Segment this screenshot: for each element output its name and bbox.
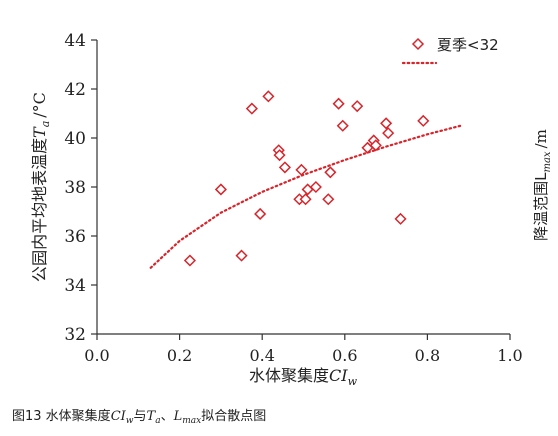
data-point-diamond xyxy=(332,97,345,110)
caption-connector-2: 、 xyxy=(161,409,174,424)
caption-subscript-1: w xyxy=(126,416,134,426)
x-axis-title-subscript: w xyxy=(348,375,358,388)
data-points xyxy=(183,90,430,267)
data-point-diamond xyxy=(336,119,349,132)
data-point-diamond xyxy=(417,114,430,127)
data-point-diamond xyxy=(299,193,312,206)
axes xyxy=(96,40,510,335)
right-axis-title: 降温范围Lmax/m xyxy=(532,129,553,241)
y-axis-title-symbol: T xyxy=(30,126,49,138)
x-tick-label: 0.2 xyxy=(167,346,192,365)
data-point-diamond xyxy=(214,183,227,196)
caption-subscript-3: max xyxy=(182,416,201,426)
data-point-diamond xyxy=(273,149,286,162)
caption-subscript-2: a xyxy=(155,416,160,426)
data-point-diamond xyxy=(351,100,364,113)
x-axis-title-symbol: CI xyxy=(329,366,348,385)
y-tick-label: 36 xyxy=(64,227,86,247)
x-tick-label: 0.6 xyxy=(332,346,357,365)
x-axis-title-main: 水体聚集度 xyxy=(249,366,329,385)
right-axis-title-subscript: max xyxy=(542,151,553,172)
y-tick-label: 38 xyxy=(64,178,86,198)
x-axis-title: 水体聚集度CIw xyxy=(249,366,358,388)
y-tick-label: 34 xyxy=(64,276,86,296)
legend: 夏季<32 xyxy=(401,36,499,65)
legend-diamond-marker xyxy=(411,37,425,51)
y-axis-title-unit: /°C xyxy=(30,92,49,118)
y-axis-title: 公园内平均地表温度Ta /°C xyxy=(30,92,52,282)
x-tick-label: 0.4 xyxy=(249,346,274,365)
data-point-diamond xyxy=(324,166,337,179)
data-point-diamond xyxy=(245,102,258,115)
caption-symbol-1: CI xyxy=(111,409,127,424)
caption-prefix: 图13 水体聚集度 xyxy=(12,408,111,424)
right-axis-title-main: 降温范围L xyxy=(532,172,550,241)
data-point-diamond xyxy=(262,90,275,103)
right-axis-title-unit: /m xyxy=(532,129,550,148)
trendline xyxy=(149,124,462,269)
x-tick-label: 0.0 xyxy=(84,346,109,365)
y-axis-title-main: 公园内平均地表温度 xyxy=(30,138,49,282)
data-point-diamond xyxy=(309,180,322,194)
x-axis-ticks: 0.0 0.2 0.4 0.6 0.8 1.0 xyxy=(84,334,523,365)
legend-marker-label: 夏季<32 xyxy=(437,36,499,54)
caption-connector-1: 与 xyxy=(134,409,147,424)
y-tick-label: 40 xyxy=(64,129,86,149)
data-point-diamond xyxy=(235,249,248,262)
data-point-diamond xyxy=(322,193,335,206)
y-tick-label: 42 xyxy=(64,80,86,100)
caption-symbol-2: T xyxy=(147,409,157,424)
data-point-diamond xyxy=(382,127,395,140)
data-point-diamond xyxy=(369,139,382,152)
data-point-diamond xyxy=(380,117,393,130)
y-axis-ticks: 32 34 36 38 40 42 44 xyxy=(64,31,97,345)
caption-suffix: 拟合散点图 xyxy=(201,409,266,424)
data-point-diamond xyxy=(394,212,407,225)
data-point-diamond xyxy=(254,207,267,221)
data-point-diamond xyxy=(295,163,308,176)
data-point-diamond xyxy=(183,254,196,267)
data-point-diamond xyxy=(278,161,291,174)
caption-symbol-3: L xyxy=(173,409,183,424)
y-axis-title-subscript: a xyxy=(39,121,52,128)
x-tick-label: 0.8 xyxy=(415,346,440,365)
figure-caption: 图13 水体聚集度CIw与Ta、Lmax拟合散点图 xyxy=(12,408,266,426)
y-tick-label: 32 xyxy=(64,325,86,345)
y-tick-label: 44 xyxy=(64,31,86,51)
x-tick-label: 1.0 xyxy=(497,346,522,365)
